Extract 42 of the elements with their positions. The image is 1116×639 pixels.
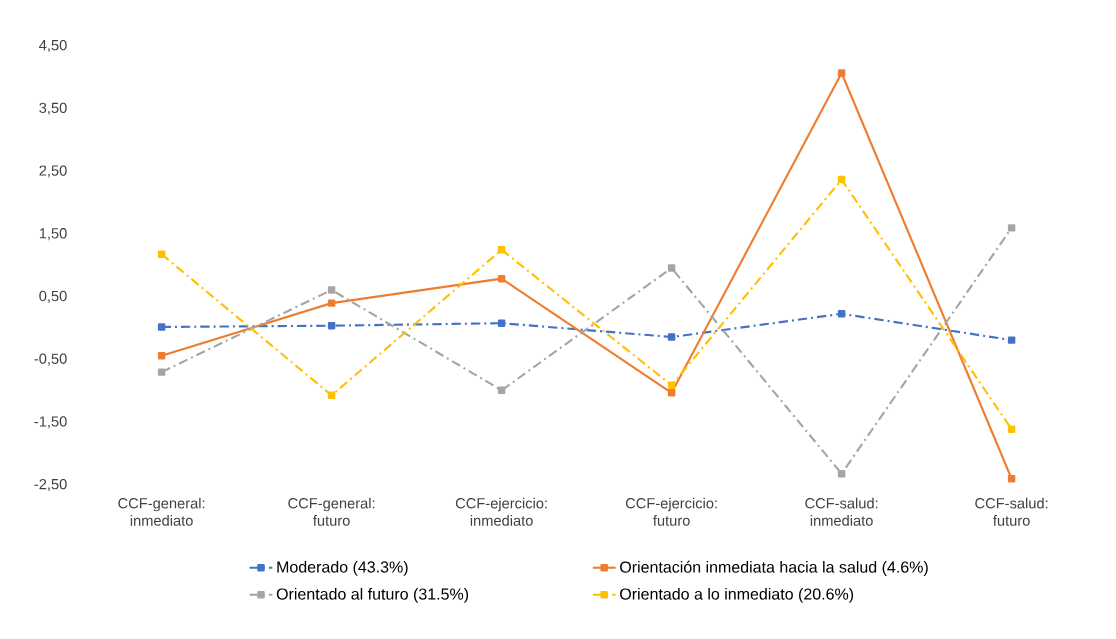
point [497,319,506,327]
x-tick-label: CCF-ejercicio: inmediato [455,497,547,526]
point [667,333,676,341]
y-tick-label: 4,50 [39,39,67,53]
point [497,246,506,254]
point [1007,474,1016,483]
point [327,299,336,307]
y-tick-label: -1,50 [34,416,67,429]
y-tick-label: -0,50 [34,353,67,366]
point [837,175,846,184]
point [157,368,166,376]
point [667,264,676,272]
y-tick-label: 1,50 [39,228,67,241]
point [157,250,166,258]
legend-label: Orientado al futuro (31.5%) [276,587,469,603]
point [1007,336,1016,344]
point [1007,425,1016,433]
point [327,321,336,330]
legend-label: Orientación inmediata hacia la salud (4.6%) [620,560,928,576]
point [667,389,676,397]
point [497,274,506,283]
point [157,352,166,360]
point [837,469,846,478]
x-tick-label: CCF-general: futuro [288,497,375,526]
y-tick-label: 3,50 [39,102,67,115]
point [327,391,336,400]
x-tick-label: CCF-general: inmediato [118,497,205,526]
legend-label: Moderado (43.3%) [277,560,408,576]
point [1007,224,1016,232]
y-tick-label: -2,50 [34,478,67,492]
point [667,381,676,390]
x-tick-label: CCF-ejercicio: futuro [625,497,717,526]
x-tick-label: CCF-salud: inmediato [805,497,878,526]
y-tick-label: 0,50 [39,290,67,303]
point [157,323,166,331]
point [327,286,336,294]
point [497,386,506,395]
x-tick-label: CCF-salud: futuro [975,497,1048,526]
point [837,69,846,77]
legend-label: Orientado a lo inmediato (20.6%) [620,587,854,603]
y-tick-label: 2,50 [39,165,67,178]
point [837,310,846,318]
